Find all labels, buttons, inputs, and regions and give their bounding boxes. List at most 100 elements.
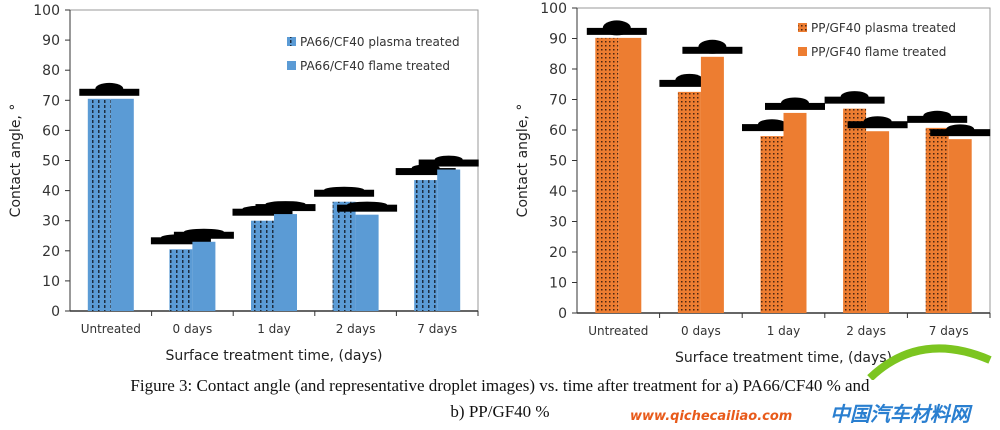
droplet-substrate — [314, 189, 375, 197]
droplet — [840, 91, 869, 103]
y-tick-label: 50 — [549, 154, 567, 170]
y-tick-label: 50 — [42, 154, 60, 170]
y-tick-label: 10 — [549, 276, 567, 292]
droplet — [265, 201, 306, 208]
y-tick-label: 60 — [549, 123, 567, 139]
caption-line-1: Figure 3: Contact angle (and representat… — [130, 376, 870, 395]
bar-flame — [192, 241, 216, 311]
droplet-substrate — [232, 208, 293, 216]
droplet-image — [255, 201, 316, 212]
droplet — [923, 110, 952, 121]
droplet-image — [314, 186, 375, 197]
bar-plasma — [925, 127, 949, 314]
droplet-substrate — [255, 204, 316, 212]
droplet — [434, 155, 463, 164]
droplet-image — [173, 228, 234, 239]
legend-label: PA66/CF40 flame treated — [300, 59, 450, 73]
x-tick-label: 1 day — [767, 324, 801, 338]
y-tick-label: 100 — [540, 1, 567, 17]
bar-flame — [355, 214, 379, 311]
bar-flame — [437, 169, 461, 311]
x-tick-label: 2 days — [336, 322, 376, 336]
droplet-substrate — [173, 231, 234, 239]
bar-plasma — [251, 220, 274, 311]
bar-plasma — [87, 98, 111, 311]
legend-swatch — [798, 23, 807, 32]
y-axis-title: Contact angle, ° — [515, 104, 531, 218]
droplet-image — [418, 155, 479, 167]
caption-line-2: b) PP/GF40 % — [450, 402, 550, 421]
bar-flame — [700, 56, 724, 314]
droplet-image — [847, 116, 908, 129]
y-axis-title: Contact angle, ° — [8, 104, 24, 218]
droplet-image — [586, 20, 647, 36]
droplet-substrate — [337, 204, 398, 212]
y-tick-label: 90 — [42, 33, 60, 49]
droplet — [95, 82, 124, 95]
legend-label: PA66/CF40 plasma treated — [300, 35, 460, 49]
bar-plasma — [595, 37, 619, 313]
droplet-image — [907, 110, 968, 123]
bar-flame — [110, 98, 134, 311]
droplet-image — [682, 39, 743, 54]
x-tick-label: 7 days — [929, 324, 969, 338]
bar-plasma — [843, 108, 867, 314]
bar-flame — [866, 131, 890, 313]
chart-panel-a: 0 10 20 30 40 50 60 70 80 90 100 Untreated 0 days 1 d… — [8, 3, 479, 364]
droplet-image — [659, 73, 720, 87]
bar-flame — [274, 214, 297, 311]
droplet-image — [824, 91, 885, 104]
x-tick-label: 0 days — [173, 322, 213, 336]
droplet — [698, 39, 727, 54]
bar-plasma — [760, 136, 784, 313]
x-tick-label: Untreated — [588, 324, 648, 338]
bar-plasma — [414, 180, 438, 311]
y-tick-label: 70 — [42, 93, 60, 109]
bar-flame — [783, 112, 807, 313]
x-axis-title: Surface treatment time, (days) — [166, 348, 383, 364]
y-tick-label: 0 — [51, 304, 60, 320]
watermark-url: www.qichecailiao.com — [630, 409, 793, 424]
y-tick-label: 10 — [42, 274, 60, 290]
x-tick-label: 0 days — [681, 324, 721, 338]
y-tick-label: 80 — [549, 62, 567, 78]
droplet — [946, 124, 975, 134]
droplet — [863, 116, 892, 127]
x-tick-label: 7 days — [417, 322, 457, 336]
legend-swatch — [287, 37, 296, 46]
y-tick-label: 40 — [549, 184, 567, 200]
droplet-substrate — [150, 237, 211, 245]
droplet — [758, 119, 786, 129]
droplet-image — [930, 124, 991, 137]
bar-plasma — [169, 249, 193, 311]
x-tick-label: 1 day — [257, 322, 291, 336]
y-tick-label: 30 — [42, 214, 60, 230]
droplet — [324, 186, 365, 193]
y-tick-label: 70 — [549, 93, 567, 109]
droplet-image — [337, 201, 398, 212]
x-axis-title: Surface treatment time, (days) — [675, 350, 892, 366]
bar-flame — [618, 37, 642, 313]
y-tick-label: 20 — [549, 245, 567, 261]
bar-plasma — [332, 201, 356, 311]
y-tick-label: 60 — [42, 123, 60, 139]
droplet — [183, 228, 224, 235]
y-tick-label: 90 — [549, 32, 567, 48]
droplet — [781, 97, 809, 109]
droplet — [347, 201, 388, 208]
y-tick-label: 30 — [549, 215, 567, 231]
bar-flame — [948, 139, 972, 313]
legend-swatch — [798, 47, 807, 56]
y-tick-label: 80 — [42, 63, 60, 79]
x-tick-label: 2 days — [846, 324, 886, 338]
droplet — [675, 73, 704, 86]
legend-label: PP/GF40 flame treated — [811, 45, 946, 59]
legend-swatch — [287, 61, 296, 70]
watermark-text: 中国汽车材料网 — [830, 402, 970, 426]
legend-label: PP/GF40 plasma treated — [811, 21, 956, 35]
bar-plasma — [677, 91, 701, 313]
watermark-logo-arc — [867, 344, 992, 380]
y-tick-label: 0 — [558, 306, 567, 322]
droplet-image — [79, 82, 140, 96]
